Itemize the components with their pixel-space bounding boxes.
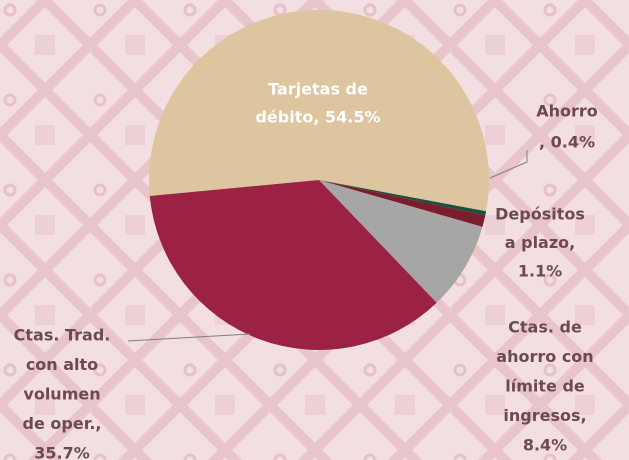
data-label: de oper., (23, 414, 102, 433)
data-label: con alto (26, 355, 98, 374)
data-label: ingresos, (503, 406, 586, 425)
data-label: a plazo, (505, 233, 575, 252)
pie-slice (149, 180, 437, 350)
leader-line (489, 150, 528, 179)
data-label: Depósitos (495, 205, 585, 224)
data-label: 1.1% (518, 262, 562, 281)
pie-slice (319, 180, 486, 227)
leader-line (127, 333, 251, 342)
data-label: , 0.4% (539, 133, 595, 152)
data-label: volumen (23, 385, 100, 404)
data-label: 8.4% (523, 436, 567, 455)
pie-slice (319, 180, 483, 303)
data-label: ahorro con (496, 347, 593, 366)
data-labels: Tarjetas de débito, 54.5% Ahorro , 0.4% Depó… (14, 80, 598, 460)
data-label: 35.7% (34, 444, 90, 460)
pie (149, 9, 489, 350)
data-label: débito, 54.5% (255, 108, 380, 127)
data-label: Tarjetas de (268, 80, 368, 99)
data-label: Ctas. Trad. (14, 326, 111, 345)
data-label: límite de (505, 377, 585, 396)
data-label: Ahorro (536, 102, 598, 121)
data-label: Ctas. de (508, 318, 582, 337)
pie-slice (319, 180, 487, 216)
pie-slice (149, 9, 489, 212)
